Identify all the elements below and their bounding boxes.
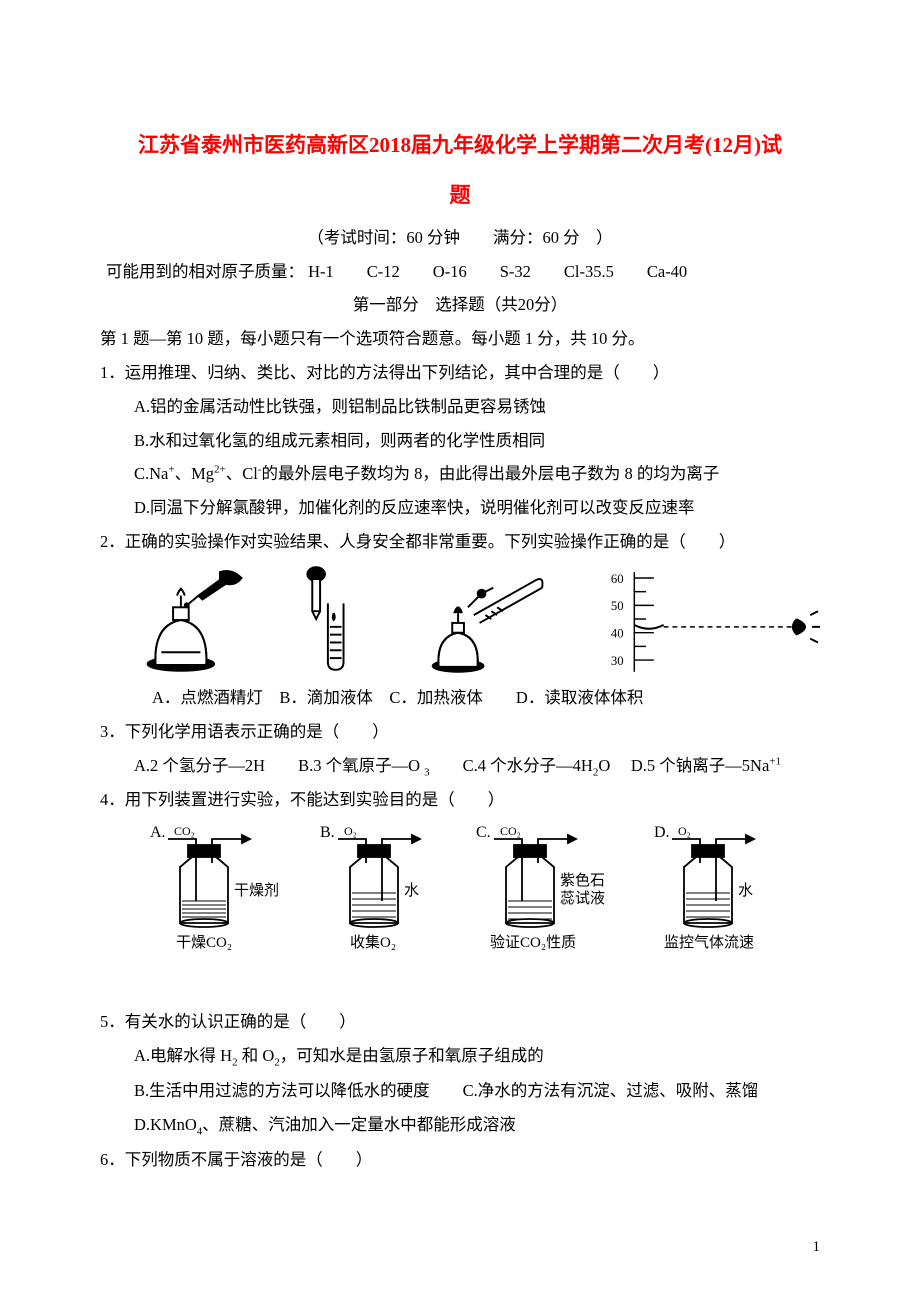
q4-label-a: A. bbox=[150, 824, 166, 841]
section-instruction: 第 1 题—第 10 题，每小题只有一个选项符合题意。每小题 1 分，共 10 … bbox=[100, 322, 820, 356]
q3-options: A.2 个氢分子—2H B.3 个氧原子—O 3 C.4 个水分子—4H2O D… bbox=[100, 749, 820, 784]
q4-label-d: D. bbox=[654, 824, 670, 841]
q4-figure-row: A. CO₂ 干燥剂 干燥 bbox=[100, 817, 820, 959]
q5a-pre: A.电解水得 H bbox=[134, 1046, 232, 1065]
exam-title-line1: 江苏省泰州市医药高新区2018届九年级化学上学期第二次月考(12月)试 bbox=[100, 120, 820, 170]
tick-60: 60 bbox=[611, 572, 624, 586]
q5-stem: 5．有关水的认识正确的是（ ） bbox=[100, 1005, 820, 1039]
q4-label-b: B. bbox=[320, 824, 335, 841]
q4-caption-c: 验证CO₂性质 bbox=[490, 934, 576, 951]
q4-label-c: C. bbox=[476, 824, 491, 841]
q3b-pre: B.3 个氧原子—O bbox=[265, 756, 424, 775]
q4-fig-c-bottle-icon: C. CO₂ 紫色石 蕊试液 验证CO₂性质 bbox=[476, 823, 626, 953]
q1c-mid2: 、Cl bbox=[226, 464, 258, 483]
q3a: A.2 个氢分子—2H bbox=[134, 756, 265, 775]
q4-gas-d: O₂ bbox=[678, 824, 691, 838]
q4-caption-b: 收集O₂ bbox=[350, 934, 396, 951]
q4-gas-a: CO₂ bbox=[174, 824, 195, 838]
two-plus-sup: 2+ bbox=[214, 464, 226, 476]
q2-stem: 2．正确的实验操作对实验结果、人身安全都非常重要。下列实验操作正确的是（ ） bbox=[100, 525, 820, 559]
q5-option-bc: B.生活中用过滤的方法可以降低水的硬度 C.净水的方法有沉淀、过滤、吸附、蒸馏 bbox=[100, 1074, 820, 1108]
q4-gas-b: O₂ bbox=[344, 824, 357, 838]
q5-option-d: D.KMnO4、蔗糖、汽油加入一定量水中都能形成溶液 bbox=[100, 1108, 820, 1143]
q1c-mid1: 、Mg bbox=[175, 464, 214, 483]
q5a-post: ，可知水是由氢原子和氧原子组成的 bbox=[280, 1046, 544, 1065]
q2-figure-row: 60 50 40 30 bbox=[100, 559, 820, 681]
q5d-pre: D.KMnO bbox=[134, 1115, 197, 1134]
q1c-post: 的最外层电子数均为 8，由此得出最外层电子数为 8 的均为离子 bbox=[262, 464, 720, 483]
q4-fig-a-bottle-icon: A. CO₂ 干燥剂 干燥 bbox=[150, 823, 292, 953]
q4-fig-b-bottle-icon: B. O₂ 水 收集O₂ bbox=[320, 823, 448, 953]
q2-fig-b-dropper-icon bbox=[281, 565, 388, 675]
tick-30: 30 bbox=[611, 654, 624, 668]
q3-stem: 3．下列化学用语表示正确的是（ ） bbox=[100, 715, 820, 749]
atomic-masses: 可能用到的相对原子质量： H-1 C-12 O-16 S-32 Cl-35.5 … bbox=[100, 255, 820, 289]
q6-stem: 6．下列物质不属于溶液的是（ ） bbox=[100, 1143, 820, 1177]
tick-50: 50 bbox=[611, 599, 624, 613]
q1-option-b: B.水和过氧化氢的组成元素相同，则两者的化学性质相同 bbox=[100, 424, 820, 458]
q4-content-b: 水 bbox=[404, 882, 419, 899]
page-number: 1 bbox=[100, 1176, 820, 1263]
q1-option-a: A.铝的金属活动性比铁强，则铝制品比铁制品更容易锈蚀 bbox=[100, 390, 820, 424]
q4-content-c-b: 蕊试液 bbox=[560, 890, 605, 907]
q3d-pre: D.5 个钠离子—5Na bbox=[610, 756, 769, 775]
q3c-post: O bbox=[598, 756, 610, 775]
q4-content-a: 干燥剂 bbox=[234, 882, 279, 899]
q4-content-c-t: 紫色石 bbox=[560, 872, 605, 889]
q1-stem: 1．运用推理、归纳、类比、对比的方法得出下列结论，其中合理的是（ ） bbox=[100, 356, 820, 390]
q5d-post: 、蔗糖、汽油加入一定量水中都能形成溶液 bbox=[202, 1115, 516, 1134]
q2-fig-c-heating-icon bbox=[419, 565, 575, 675]
exam-title-line2: 题 bbox=[100, 170, 820, 220]
q4-caption-a: 干燥CO₂ bbox=[176, 934, 232, 951]
q2-captions: A．点燃酒精灯 B．滴加液体 C．加热液体 D．读取液体体积 bbox=[100, 681, 820, 715]
tick-40: 40 bbox=[611, 626, 624, 640]
q2-fig-d-cylinder-icon: 60 50 40 30 bbox=[605, 565, 820, 675]
q1-option-c: C.Na+、Mg2+、Cl-的最外层电子数均为 8，由此得出最外层电子数为 8 … bbox=[100, 457, 820, 491]
q4-fig-d-bottle-icon: D. O₂ 水 监控气体流速 bbox=[654, 823, 794, 953]
q4-gas-c: CO₂ bbox=[500, 824, 521, 838]
q5-option-a: A.电解水得 H2 和 O2，可知水是由氢原子和氧原子组成的 bbox=[100, 1039, 820, 1074]
q1c-pre: C.Na bbox=[134, 464, 168, 483]
q2-fig-a-burner-icon bbox=[134, 565, 251, 675]
q1-option-d: D.同温下分解氯酸钾，加催化剂的反应速率快，说明催化剂可以改变反应速率 bbox=[100, 491, 820, 525]
section-header: 第一部分 选择题（共20分） bbox=[100, 288, 820, 322]
q4-content-d: 水 bbox=[738, 882, 753, 899]
q3c-pre: C.4 个水分子—4H bbox=[430, 756, 593, 775]
exam-page: 江苏省泰州市医药高新区2018届九年级化学上学期第二次月考(12月)试 题 （考… bbox=[0, 0, 920, 1303]
q5a-mid: 和 O bbox=[238, 1046, 275, 1065]
q4-caption-d: 监控气体流速 bbox=[664, 934, 754, 951]
exam-info: （考试时间：60 分钟 满分：60 分 ） bbox=[100, 221, 820, 255]
q4-stem: 4．用下列装置进行实验，不能达到实验目的是（ ） bbox=[100, 783, 820, 817]
sup-plus1: +1 bbox=[769, 755, 781, 767]
